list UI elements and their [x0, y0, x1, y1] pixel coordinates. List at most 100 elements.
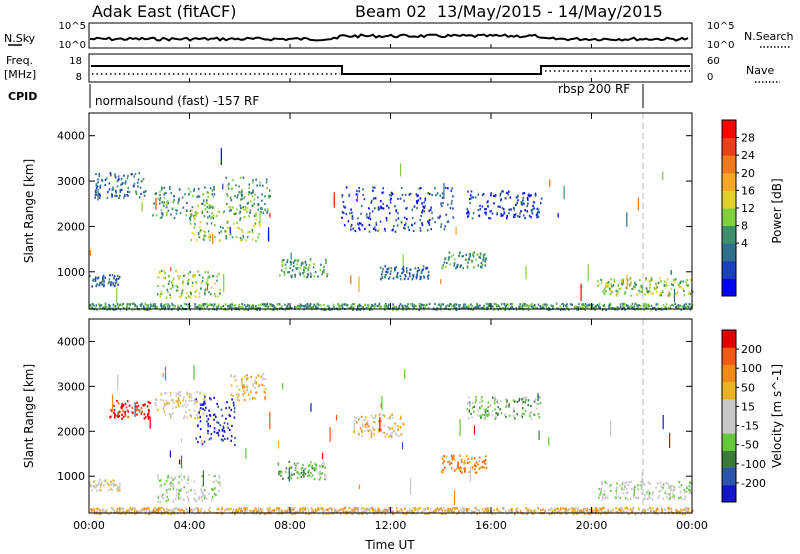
scatter-cell: [169, 296, 172, 299]
scatter-cell: [605, 482, 607, 485]
scatter-cell: [96, 484, 99, 487]
scatter-cell: [446, 509, 448, 512]
scatter-cell: [620, 279, 623, 282]
scatter-cell: [351, 512, 353, 515]
scatter-cell: [94, 306, 97, 309]
scatter-cell: [148, 509, 150, 512]
scatter-cell: [90, 508, 93, 511]
scatter-cell: [208, 215, 211, 218]
scatter-cell: [144, 190, 146, 194]
scatter-cell: [427, 512, 430, 515]
scatter-cell: [185, 491, 187, 494]
scatter-cell: [378, 302, 381, 305]
scatter-cell: [255, 218, 257, 221]
scatter-cell: [467, 402, 469, 405]
scatter-cell: [422, 303, 425, 306]
scatter-cell: [177, 498, 180, 501]
scatter-cell: [449, 207, 452, 210]
scatter-cell: [682, 287, 684, 290]
scatter-cell: [108, 281, 111, 284]
scatter-cell: [372, 304, 374, 307]
scatter-streak: [162, 373, 164, 378]
scatter-cell: [180, 295, 183, 298]
scatter-cell: [501, 190, 503, 193]
scatter-cell: [197, 305, 199, 309]
scatter-cell: [499, 194, 501, 197]
colorbar-frame: [721, 329, 737, 503]
scatter-cell: [152, 508, 155, 511]
scatter-cell: [212, 488, 214, 491]
scatter-cell: [444, 225, 446, 228]
scatter-cell: [182, 280, 184, 283]
scatter-cell: [459, 470, 462, 473]
scatter-cell: [207, 216, 209, 219]
scatter-streak: [155, 197, 157, 210]
scatter-cell: [627, 512, 630, 515]
scatter-cell: [647, 303, 650, 306]
scatter-cell: [263, 384, 265, 388]
scatter-cell: [225, 407, 227, 410]
scatter-cell: [160, 484, 162, 487]
scatter-cell: [127, 410, 130, 413]
scatter-cell: [159, 485, 161, 488]
scatter-cell: [207, 276, 209, 279]
scatter-cell: [374, 416, 377, 419]
scatter-cell: [95, 184, 98, 187]
scatter-cell: [621, 488, 623, 491]
scatter-cell: [602, 493, 604, 496]
scatter-cell: [445, 455, 448, 458]
scatter-cell: [610, 278, 612, 281]
scatter-cell: [279, 274, 281, 277]
scatter-cell: [99, 281, 101, 284]
scatter-cell: [669, 305, 672, 308]
scatter-cell: [341, 211, 344, 214]
scatter-cell: [356, 189, 358, 192]
scatter-cell: [357, 223, 360, 226]
scatter-cell: [146, 405, 149, 408]
scatter-cell: [206, 202, 208, 205]
scatter-cell: [279, 470, 282, 473]
scatter-cell: [167, 209, 170, 212]
scatter-cell: [198, 407, 201, 410]
scatter-cell: [115, 194, 118, 197]
scatter-cell: [162, 399, 165, 402]
scatter-cell: [92, 279, 94, 282]
scatter-cell: [105, 305, 107, 308]
scatter-cell: [406, 305, 409, 308]
scatter-cell: [214, 487, 216, 490]
scatter-cell: [166, 201, 168, 204]
scatter-cell: [243, 399, 246, 402]
scatter-cell: [236, 196, 238, 199]
scatter-cell: [97, 181, 99, 184]
scatter-cell: [177, 496, 180, 499]
scatter-cell: [372, 197, 375, 200]
scatter-cell: [138, 196, 141, 199]
scatter-cell: [186, 393, 189, 396]
scatter-cell: [204, 288, 207, 292]
scatter-cell: [203, 512, 206, 515]
scatter-cell: [504, 413, 506, 416]
scatter-streak: [455, 226, 457, 235]
scatter-cell: [489, 217, 492, 220]
scatter-cell: [102, 283, 105, 286]
scatter-cell: [257, 203, 260, 206]
scatter-cell: [232, 178, 234, 182]
scatter-cell: [467, 457, 469, 461]
scatter-cell: [177, 202, 180, 205]
scatter-cell: [240, 228, 243, 232]
scatter-cell: [399, 278, 402, 281]
scatter-cell: [208, 207, 211, 210]
scatter-cell: [370, 414, 373, 417]
scatter-cell: [377, 507, 380, 510]
scatter-cell: [189, 190, 192, 193]
scatter-cell: [445, 305, 447, 308]
scatter-cell: [413, 307, 415, 310]
scatter-cell: [290, 261, 293, 264]
scatter-cell: [405, 222, 407, 225]
scatter-cell: [390, 270, 392, 273]
scatter-cell: [167, 476, 169, 479]
scatter-cell: [382, 207, 385, 210]
scatter-cell: [613, 280, 616, 284]
scatter-cell: [160, 393, 163, 396]
scatter-cell: [431, 511, 433, 514]
